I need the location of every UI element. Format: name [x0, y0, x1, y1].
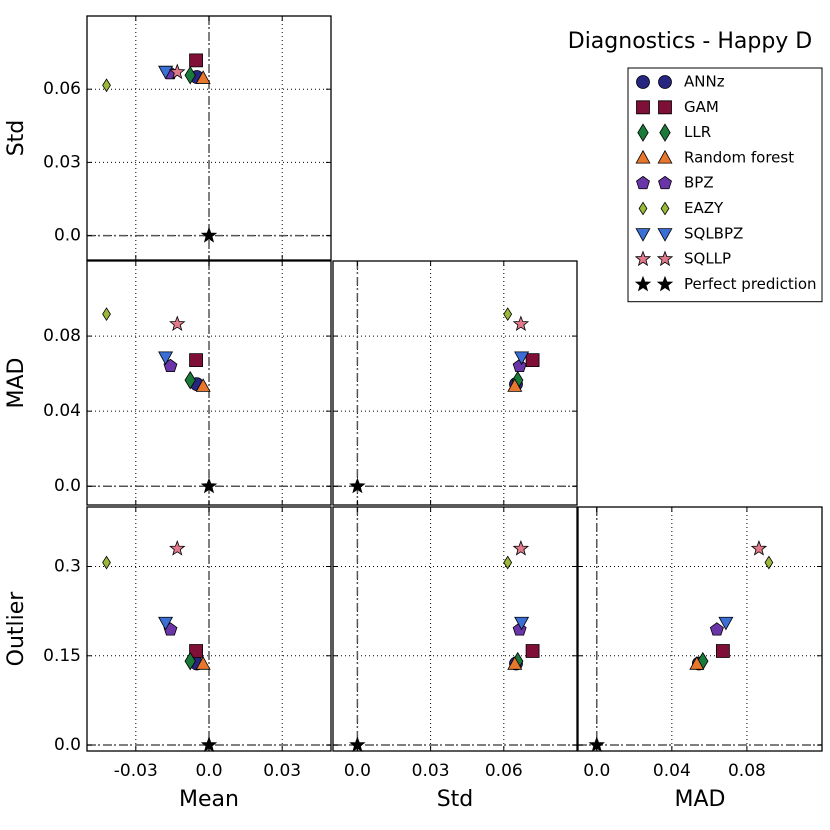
panel-frame	[332, 260, 578, 506]
legend-marker	[658, 100, 672, 115]
marker	[200, 477, 218, 494]
marker	[507, 656, 523, 670]
legend-label: SQLLP	[684, 250, 731, 268]
marker	[764, 555, 774, 570]
y-axis-label: MAD	[4, 358, 29, 409]
marker	[349, 477, 366, 494]
y-tick-label: 0.04	[43, 401, 81, 421]
panel-frame	[577, 506, 823, 752]
marker	[169, 63, 186, 80]
marker	[195, 656, 211, 670]
x-tick-label: 0.0	[344, 761, 371, 781]
marker	[525, 353, 540, 368]
marker	[689, 656, 705, 670]
marker	[514, 616, 530, 631]
marker	[169, 540, 186, 556]
legend-label: Perfect prediction	[684, 275, 817, 293]
marker	[507, 378, 523, 392]
x-axis-label: MAD	[675, 787, 726, 812]
legend-marker	[657, 149, 673, 164]
legend-marker	[636, 175, 650, 190]
legend-label: EAZY	[684, 199, 724, 217]
marker	[169, 315, 186, 332]
x-axis-label: Mean	[179, 787, 239, 812]
y-tick-label: 0.06	[43, 79, 81, 99]
marker	[200, 226, 218, 243]
y-tick-label: 0.3	[54, 557, 81, 577]
marker	[512, 315, 530, 332]
legend-label: Random forest	[684, 148, 794, 166]
marker	[158, 351, 174, 366]
legend-marker	[658, 175, 672, 190]
legend-marker	[658, 75, 672, 89]
legend-marker	[660, 201, 670, 216]
legend-marker	[635, 228, 651, 242]
marker	[189, 53, 203, 68]
marker	[184, 651, 196, 671]
marker	[512, 540, 530, 556]
legend-marker	[638, 201, 648, 216]
legend-marker	[656, 275, 674, 292]
panel	[87, 16, 331, 260]
legend-marker	[635, 149, 651, 164]
marker	[709, 622, 724, 636]
marker	[195, 378, 211, 392]
panel-frame	[332, 506, 578, 752]
marker	[525, 644, 540, 658]
marker	[503, 555, 513, 570]
legend-marker	[634, 250, 652, 267]
panel	[333, 261, 577, 505]
legend-label: ANNz	[684, 73, 725, 91]
marker	[158, 616, 174, 631]
marker	[750, 540, 768, 556]
marker	[514, 351, 530, 366]
legend-label: SQLBPZ	[684, 224, 743, 242]
marker	[102, 78, 111, 93]
x-tick-label: -0.03	[114, 761, 158, 781]
y-axis-label: Std	[4, 120, 29, 157]
x-tick-label: 0.03	[263, 761, 301, 781]
legend-label: GAM	[684, 98, 719, 116]
legend-marker	[636, 100, 650, 115]
legend-marker	[659, 123, 671, 142]
legend-marker	[637, 123, 649, 142]
marker	[158, 65, 174, 80]
legend-label: BPZ	[684, 174, 714, 192]
panel	[333, 507, 577, 751]
marker	[184, 370, 196, 390]
legend-marker	[656, 250, 674, 267]
y-tick-label: 0.0	[54, 735, 81, 755]
y-axis-label: Outlier	[4, 591, 29, 667]
marker	[718, 616, 734, 631]
x-axis-label: Std	[437, 787, 474, 812]
x-tick-label: 0.08	[728, 761, 766, 781]
legend-label: LLR	[684, 123, 711, 141]
y-tick-label: 0.03	[43, 152, 81, 172]
y-tick-label: 0.15	[43, 646, 81, 666]
y-tick-label: 0.0	[54, 476, 81, 496]
marker	[102, 307, 111, 322]
x-tick-label: 0.0	[195, 761, 222, 781]
marker	[503, 307, 513, 322]
x-tick-label: 0.03	[412, 761, 450, 781]
y-tick-label: 0.08	[43, 326, 81, 346]
legend-marker	[636, 75, 650, 89]
x-tick-label: 0.04	[653, 761, 691, 781]
legend-marker	[634, 275, 652, 292]
panel	[578, 507, 822, 751]
marker	[102, 555, 111, 570]
x-tick-label: 0.06	[485, 761, 523, 781]
marker	[184, 66, 196, 85]
y-tick-label: 0.0	[54, 226, 81, 246]
chart-title: Diagnostics - Happy D	[568, 29, 813, 54]
legend-marker	[657, 228, 673, 242]
marker	[195, 70, 211, 84]
panel	[87, 507, 331, 751]
x-tick-label: 0.0	[583, 761, 610, 781]
marker	[715, 644, 730, 658]
panel	[87, 261, 331, 505]
marker	[189, 353, 203, 368]
